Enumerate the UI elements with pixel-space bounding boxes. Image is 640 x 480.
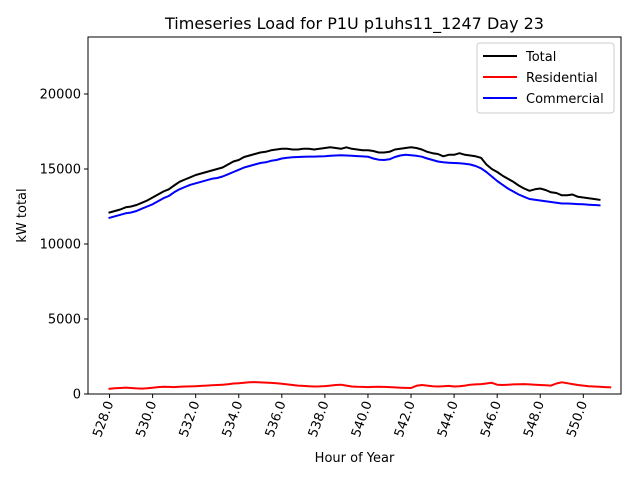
legend-box — [476, 42, 615, 114]
y-tick-label: 0 — [73, 388, 81, 403]
series-line-commercial — [108, 153, 601, 220]
plot-frame — [87, 36, 622, 395]
series-layer — [108, 146, 612, 390]
legend-label-total: Total — [525, 50, 556, 65]
y-tick-label: 20000 — [40, 88, 81, 103]
y-tick-label: 5000 — [48, 313, 81, 328]
x-axis-title: Hour of Year — [315, 451, 395, 466]
y-axis-title: kW total — [15, 188, 30, 242]
series-line-total — [108, 146, 601, 214]
chart-title: Timeseries Load for P1U p1uhs11_1247 Day… — [164, 14, 544, 34]
y-tick-label: 15000 — [40, 163, 81, 178]
legend-label-residential: Residential — [526, 71, 598, 86]
legend: Total Residential Commercial — [476, 42, 615, 114]
series-line-residential — [108, 381, 612, 390]
y-axis-ticks: 0 5000 10000 15000 20000 — [40, 88, 88, 403]
legend-label-commercial: Commercial — [526, 92, 604, 107]
y-tick-label: 10000 — [40, 238, 81, 253]
